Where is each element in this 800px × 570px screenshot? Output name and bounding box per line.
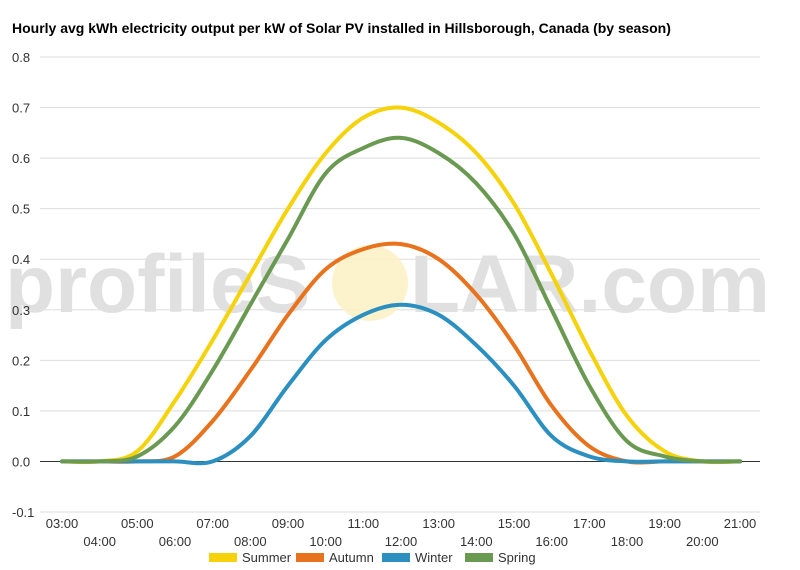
y-tick-label: 0.0 — [12, 454, 30, 469]
y-tick-label: 0.3 — [12, 303, 30, 318]
x-tick-label: 04:00 — [83, 534, 116, 549]
x-tick-label: 19:00 — [648, 516, 681, 531]
x-tick-label: 07:00 — [196, 516, 229, 531]
x-tick-label: 06:00 — [159, 534, 192, 549]
y-tick-label: 0.6 — [12, 151, 30, 166]
x-tick-label: 17:00 — [573, 516, 606, 531]
series-line-summer — [60, 105, 742, 465]
legend-label-winter: Winter — [415, 550, 453, 565]
legend-label-spring: Spring — [498, 550, 536, 565]
legend-swatch-summer — [209, 553, 237, 562]
x-tick-label: 18:00 — [611, 534, 644, 549]
y-tick-label: 0.1 — [12, 404, 30, 419]
x-tick-label: 08:00 — [234, 534, 267, 549]
watermark-sun-icon — [332, 245, 408, 321]
y-tick-label: 0.8 — [12, 50, 30, 65]
watermark-left-text: profileS — [5, 239, 310, 330]
x-tick-label: 13:00 — [422, 516, 455, 531]
legend-swatch-winter — [382, 553, 410, 562]
y-tick-label: 0.5 — [12, 202, 30, 217]
y-tick-label: -0.1 — [12, 505, 34, 520]
series-line-winter — [60, 302, 742, 466]
x-tick-label: 20:00 — [686, 534, 719, 549]
legend-label-summer: Summer — [242, 550, 292, 565]
x-tick-label: 10:00 — [309, 534, 342, 549]
watermark: profileS LAR.com — [5, 239, 770, 330]
x-tick-label: 21:00 — [724, 516, 757, 531]
chart-title: Hourly avg kWh electricity output per kW… — [12, 20, 671, 36]
x-tick-label: 05:00 — [121, 516, 154, 531]
series-line-spring — [60, 135, 742, 464]
series-lines — [60, 105, 742, 466]
legend: Summer Autumn Winter Spring — [209, 550, 536, 565]
x-tick-label: 09:00 — [272, 516, 305, 531]
x-tick-label: 14:00 — [460, 534, 493, 549]
y-tick-label: 0.2 — [12, 353, 30, 368]
legend-swatch-autumn — [296, 553, 324, 562]
watermark-right-text: LAR.com — [410, 239, 770, 330]
y-tick-label: 0.4 — [12, 252, 30, 267]
x-tick-label: 11:00 — [348, 516, 380, 531]
x-tick-label: 12:00 — [385, 534, 418, 549]
x-axis-ticks: 03:00 04:00 05:00 06:00 07:00 08:00 09:00 10:00… — [46, 516, 757, 549]
y-axis-ticks: -0.1 0.0 0.1 0.2 0.3 0.4 0.5 0.6 0.7 0.8 — [12, 50, 34, 520]
legend-swatch-spring — [465, 553, 493, 562]
x-tick-label: 03:00 — [46, 516, 79, 531]
y-tick-label: 0.7 — [12, 101, 30, 116]
x-tick-label: 15:00 — [498, 516, 531, 531]
x-tick-label: 16:00 — [535, 534, 568, 549]
legend-label-autumn: Autumn — [329, 550, 374, 565]
